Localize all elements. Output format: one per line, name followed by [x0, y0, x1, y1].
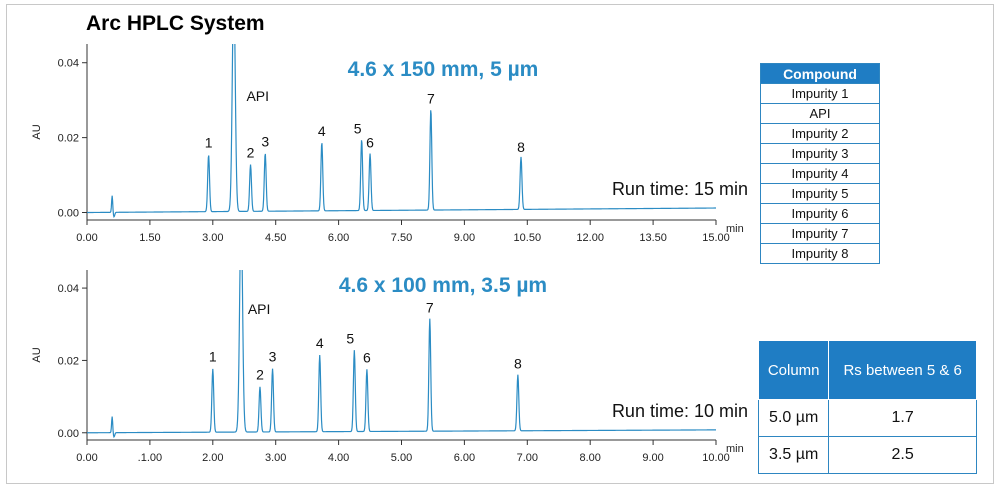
y-axis-label: AU — [31, 124, 43, 139]
peak-label: 8 — [517, 139, 525, 155]
x-tick-label: 3.00 — [202, 232, 223, 244]
compound-row: Impurity 2 — [760, 123, 880, 144]
x-tick-label: 13.50 — [639, 232, 667, 244]
peak-label-api: API — [248, 301, 271, 317]
x-tick-label: 5.00 — [391, 452, 412, 464]
chart-title: 4.6 x 100 mm, 3.5 µm — [339, 274, 547, 297]
chromatogram-trace — [87, 44, 716, 218]
chromatogram-trace — [87, 270, 716, 439]
x-axis-unit-label: min — [726, 443, 744, 455]
y-tick-label: 0.02 — [58, 355, 79, 367]
peak-label: 3 — [261, 133, 269, 149]
figure-title: Arc HPLC System — [86, 12, 265, 35]
compound-table-header: Compound — [760, 63, 880, 84]
x-tick-label: 0.00 — [76, 232, 97, 244]
compound-row: API — [760, 103, 880, 124]
compound-row: Impurity 8 — [760, 243, 880, 264]
peak-label: 3 — [269, 348, 277, 364]
peak-label: 6 — [363, 350, 371, 366]
x-tick-label: 15.00 — [702, 232, 730, 244]
rs-header-resolution: Rs between 5 & 6 — [828, 340, 977, 400]
x-tick-label: 7.50 — [391, 232, 412, 244]
compound-table: Compound Impurity 1 API Impurity 2 Impur… — [760, 63, 880, 264]
x-tick-label: 6.00 — [454, 452, 475, 464]
peak-label: 2 — [247, 145, 255, 161]
compound-row: Impurity 7 — [760, 223, 880, 244]
rs-cell-value: 2.5 — [828, 436, 977, 474]
resolution-table: Column Rs between 5 & 6 5.0 µm 1.7 3.5 µ… — [757, 340, 977, 474]
compound-row: Impurity 3 — [760, 143, 880, 164]
y-tick-label: 0.00 — [58, 428, 79, 440]
rs-cell-value: 1.7 — [828, 399, 977, 437]
peak-label: 5 — [346, 330, 354, 346]
x-tick-label: 0.00 — [76, 452, 97, 464]
compound-row: Impurity 5 — [760, 183, 880, 204]
compound-row: Impurity 6 — [760, 203, 880, 224]
y-axis-label: AU — [31, 347, 43, 362]
y-tick-label: 0.02 — [58, 133, 79, 145]
peak-label: 1 — [205, 135, 213, 151]
x-tick-label: .1.00 — [138, 452, 162, 464]
run-time-annotation: Run time: 10 min — [612, 401, 748, 421]
y-tick-label: 0.00 — [58, 208, 79, 220]
x-tick-label: 1.50 — [139, 232, 160, 244]
peak-label: 1 — [209, 348, 217, 364]
y-tick-label: 0.04 — [58, 283, 79, 295]
peak-label: 6 — [366, 135, 374, 151]
peak-label: 5 — [354, 120, 362, 136]
compound-row: Impurity 4 — [760, 163, 880, 184]
compound-row: Impurity 1 — [760, 83, 880, 104]
run-time-annotation: Run time: 15 min — [612, 179, 748, 199]
x-tick-label: 10.00 — [702, 452, 730, 464]
x-tick-label: 4.00 — [328, 452, 349, 464]
x-tick-label: 8.00 — [579, 452, 600, 464]
peak-label: 7 — [427, 90, 435, 106]
x-tick-label: 2.00 — [202, 452, 223, 464]
x-tick-label: 3.00 — [265, 452, 286, 464]
x-tick-label: 12.00 — [576, 232, 604, 244]
x-tick-label: 7.00 — [517, 452, 538, 464]
x-tick-label: 9.00 — [454, 232, 475, 244]
peak-label: 4 — [316, 335, 324, 351]
peak-label: 2 — [256, 367, 264, 383]
chart-title: 4.6 x 150 mm, 5 µm — [348, 58, 539, 81]
x-tick-label: 9.00 — [642, 452, 663, 464]
rs-cell-column: 3.5 µm — [757, 436, 830, 474]
peak-label: 7 — [426, 299, 434, 315]
x-tick-label: 6.00 — [328, 232, 349, 244]
x-tick-label: 4.50 — [265, 232, 286, 244]
rs-header-column: Column — [757, 340, 830, 400]
peak-label-api: API — [246, 88, 269, 104]
peak-label: 4 — [318, 123, 326, 139]
rs-cell-column: 5.0 µm — [757, 399, 830, 437]
y-tick-label: 0.04 — [58, 58, 79, 70]
peak-label: 8 — [514, 356, 522, 372]
x-axis-unit-label: min — [726, 223, 744, 235]
x-tick-label: 10.50 — [514, 232, 542, 244]
